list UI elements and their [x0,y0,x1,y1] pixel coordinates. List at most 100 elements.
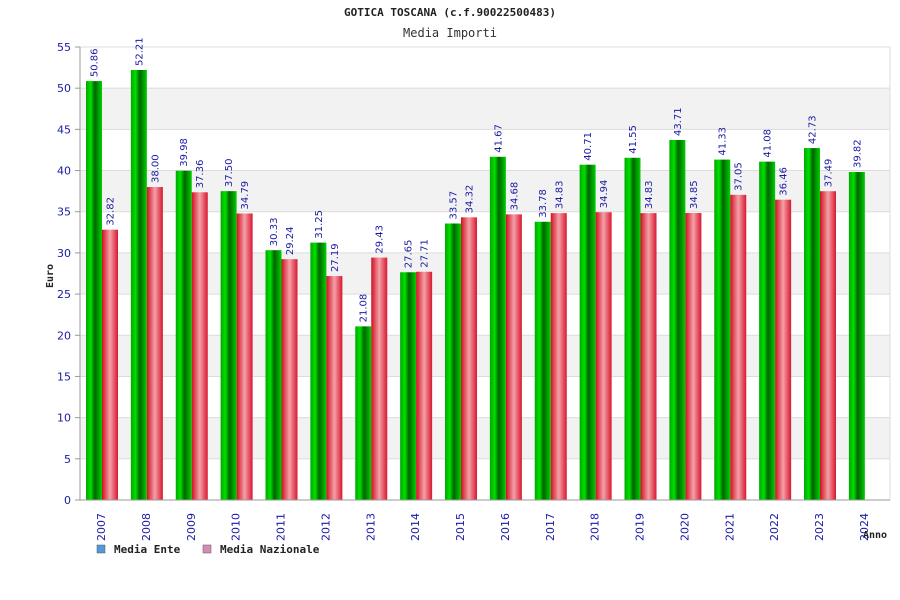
data-label: 32.82 [106,197,117,226]
bar-media-nazionale [595,212,612,501]
x-tick-label: 2007 [95,513,108,541]
bar-media-ente [714,159,731,500]
bar-media-ente [848,172,865,500]
legend-label-ente: Media Ente [114,543,181,556]
chart-subtitle: Media Importi [403,26,497,40]
data-label: 27.65 [404,240,415,269]
data-label: 34.32 [465,185,476,214]
x-tick-label: 2017 [544,513,557,541]
y-tick-label: 55 [57,41,71,54]
data-label: 21.08 [359,294,370,323]
data-label: 39.82 [852,139,863,168]
data-label: 33.78 [538,189,549,218]
data-label: 41.55 [628,125,639,154]
legend-label-nazionale: Media Nazionale [220,543,320,556]
y-tick-label: 45 [57,123,71,136]
y-tick-labels: 0 5 10 15 20 25 30 35 40 45 50 55 [57,41,71,507]
bar-media-ente [489,156,506,501]
data-label: 29.24 [285,227,296,256]
bar-media-ente [534,221,551,500]
bar-media-nazionale [416,271,433,500]
data-label: 34.85 [689,180,700,209]
x-tick-label: 2009 [185,513,198,541]
data-label: 41.08 [763,129,774,158]
data-label: 34.68 [509,182,520,211]
data-label: 27.19 [330,243,341,272]
x-tick-label: 2010 [230,513,243,541]
data-label: 36.46 [779,167,790,196]
bar-media-ente [445,223,462,500]
bar-media-nazionale [505,214,522,500]
data-label: 41.33 [718,127,729,156]
y-tick-label: 35 [57,206,71,219]
bar-media-ente [355,326,372,500]
x-tick-labels: 2007 2008 2009 2010 2011 2012 2013 2014 2015 2016… [95,513,871,541]
data-label: 34.83 [644,180,655,209]
chart-title: GOTICA TOSCANA (c.f.90022500483) [344,6,556,19]
data-label: 34.83 [554,180,565,209]
x-tick-label: 2024 [858,513,871,541]
x-tick-label: 2023 [813,513,826,541]
data-label: 37.49 [824,159,835,188]
x-tick-label: 2015 [454,513,467,541]
data-label: 42.73 [808,115,819,144]
x-tick-label: 2019 [634,513,647,541]
data-label: 43.71 [673,107,684,136]
bar-media-ente [579,164,596,500]
legend: Media Ente Media Nazionale [96,543,320,556]
y-tick-label: 15 [57,370,71,383]
legend-swatch-nazionale [202,544,212,554]
bar-media-nazionale [191,192,208,500]
bar-media-ente [130,69,147,500]
x-tick-label: 2022 [768,513,781,541]
bar-media-ente [400,272,417,500]
x-tick-label: 2021 [723,513,736,541]
x-tick-label: 2018 [589,513,602,541]
data-label: 29.43 [375,225,386,254]
bar-media-ente [265,250,282,500]
y-tick-label: 0 [64,494,71,507]
data-label: 37.36 [195,160,206,189]
y-tick-label: 25 [57,288,71,301]
y-tick-label: 10 [57,412,71,425]
y-tick-label: 30 [57,247,71,260]
data-label: 52.21 [134,37,145,66]
data-label: 31.25 [314,210,325,239]
bar-media-ente [759,161,776,500]
data-label: 37.50 [224,158,235,187]
bar-media-nazionale [730,194,747,501]
y-tick-label: 20 [57,329,71,342]
data-label: 33.57 [449,191,460,220]
y-axis-label: Euro [45,264,56,288]
bar-media-nazionale [281,259,298,500]
bar-media-ente [669,139,686,501]
bar-media-ente [804,148,821,500]
axes [75,46,891,501]
bar-media-nazionale [236,213,253,500]
bar-media-ente [624,157,641,500]
x-tick-label: 2016 [499,513,512,541]
data-label: 27.71 [420,239,431,268]
data-label: 50.86 [90,48,101,77]
gridlines [80,46,890,501]
data-label: 37.05 [734,162,745,191]
data-label: 34.79 [240,181,251,210]
bar-media-nazionale [326,276,343,500]
x-axis-label: Anno [863,530,887,541]
bar-media-ente [220,191,237,501]
bar-media-ente [86,81,102,501]
bar-media-ente [310,242,327,500]
data-label: 40.71 [583,132,594,161]
bar-media-nazionale [640,213,657,501]
data-label: 30.33 [269,218,280,247]
data-label: 41.67 [493,124,504,153]
x-tick-label: 2008 [140,513,153,541]
x-tick-label: 2013 [364,513,377,541]
y-tick-label: 50 [57,82,71,95]
plot-bands [80,88,890,459]
y-tick-label: 40 [57,165,71,178]
bar-media-nazionale [146,187,163,500]
plot-band [80,252,890,295]
data-label: 39.98 [179,138,190,167]
bar-media-nazionale [371,257,388,500]
